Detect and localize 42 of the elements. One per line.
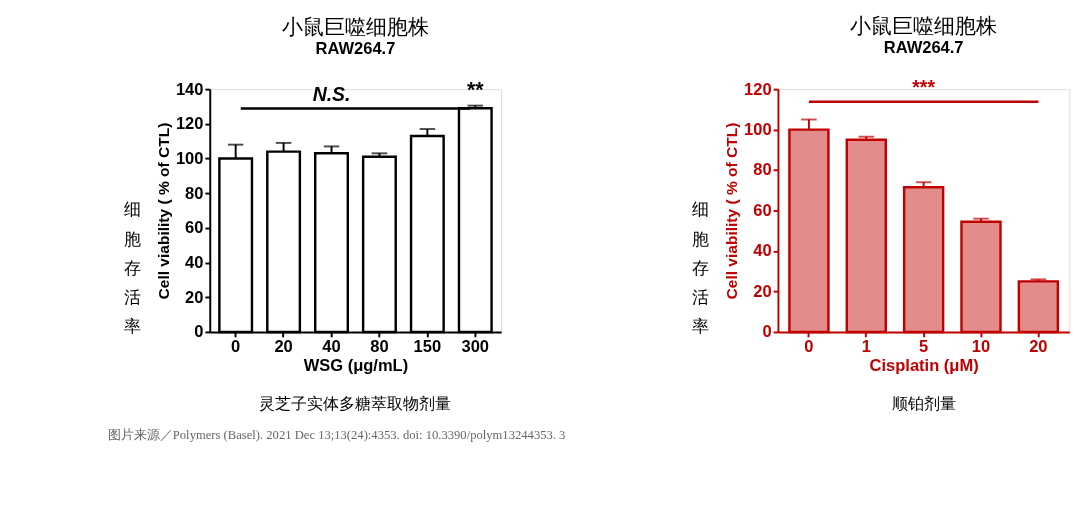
- chart-title: 小鼠巨噬细胞株: [850, 13, 998, 38]
- y-tick-label: 60: [753, 200, 772, 219]
- x-tick-label: 10: [971, 336, 991, 355]
- y-tick-label: 0: [194, 322, 204, 341]
- y-tick-label: 80: [185, 183, 204, 202]
- y-axis-title: Cell viability ( % of CTL): [723, 122, 741, 300]
- x-tick-label: 300: [461, 336, 490, 355]
- y-tick-label: 20: [753, 281, 772, 300]
- x-tick-label: 5: [919, 336, 929, 355]
- y-tick-label: 40: [753, 241, 772, 260]
- x-tick-label: 80: [370, 336, 389, 355]
- x-axis-title: Cisplatin (μM): [869, 356, 979, 375]
- y-tick-label: 80: [753, 160, 772, 179]
- chart-title: 小鼠巨噬细胞株: [281, 14, 429, 39]
- chart-subtitle: RAW264.7: [883, 38, 964, 57]
- y-tick-label: 100: [175, 148, 204, 167]
- y-tick-label: 40: [185, 252, 204, 271]
- y-tick-label: 100: [744, 119, 772, 138]
- x-tick-label: 1: [861, 336, 871, 355]
- annotation: N.S.: [312, 82, 351, 105]
- y-tick-label: 120: [175, 114, 204, 133]
- y-tick-label: 120: [744, 79, 772, 98]
- x-tick-label: 150: [413, 336, 442, 355]
- y-tick-label: 20: [185, 287, 204, 306]
- annotation: **: [466, 77, 485, 102]
- y-tick-label: 140: [175, 79, 204, 98]
- y-tick-label: 0: [762, 322, 772, 341]
- x-tick-label: 20: [274, 336, 293, 355]
- x-tick-label: 20: [1029, 336, 1048, 355]
- x-tick-label: 0: [231, 336, 241, 355]
- annotation: ***: [912, 76, 936, 99]
- text: 灵芝子实体多糖萃取物剂量: [259, 394, 452, 412]
- text: 图片来源／Polymers (Basel). 2021 Dec 13;13(24):4353. doi: 10.3390/polym13244353. 3: [107, 427, 566, 442]
- chart-subtitle: RAW264.7: [315, 39, 396, 58]
- x-tick-label: 0: [804, 336, 814, 355]
- text: 顺铂剂量: [891, 394, 956, 412]
- text: 细胞存活率: [123, 200, 141, 335]
- y-axis-title: Cell viability ( % of CTL): [155, 122, 173, 300]
- x-tick-label: 40: [322, 336, 341, 355]
- x-axis-title: WSG (μg/mL): [303, 356, 409, 375]
- text: 细胞存活率: [691, 200, 709, 335]
- y-tick-label: 60: [185, 218, 204, 237]
